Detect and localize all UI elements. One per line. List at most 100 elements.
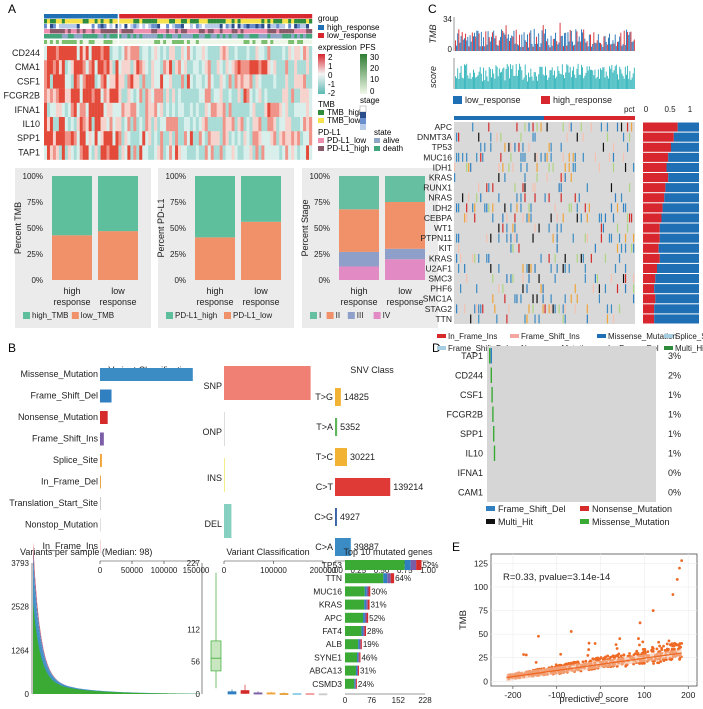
- mutation-cell: [456, 254, 457, 263]
- heatmap-cell: [151, 145, 154, 159]
- annotation-cell: [273, 29, 276, 34]
- mutation-cell: [607, 315, 608, 324]
- annotation-cell: [196, 34, 199, 39]
- mutation-cell: [545, 304, 546, 313]
- score-bar: [601, 70, 602, 89]
- heatmap-cell: [107, 145, 110, 159]
- annotation-cell: [190, 14, 193, 19]
- score-bar: [460, 73, 461, 89]
- category-label: Nonsense_Mutation: [18, 412, 98, 422]
- annotation-cell: [309, 34, 312, 39]
- heatmap-cell: [77, 89, 80, 103]
- mutation-cell: [520, 153, 521, 162]
- heatmap-cell: [115, 117, 118, 131]
- scatter-point: [678, 567, 681, 570]
- heatmap-cell: [154, 103, 157, 117]
- y-tick-label: 1264: [11, 646, 29, 655]
- annotation-cell: [160, 34, 163, 39]
- heatmap-cell: [181, 145, 184, 159]
- heatmap-cell: [104, 103, 107, 117]
- annotation-cell: [264, 29, 267, 34]
- annotation-cell: [74, 24, 77, 29]
- heatmap-cell: [160, 117, 163, 131]
- score-bar: [584, 76, 585, 89]
- annotation-cell: [264, 19, 267, 24]
- legend-pfs-gradient: [360, 54, 367, 94]
- heatmap-cell: [232, 131, 235, 145]
- category-label: SNP: [203, 381, 222, 391]
- score-bar: [583, 78, 584, 89]
- mutation-cell: [557, 264, 558, 273]
- score-bar: [629, 71, 630, 89]
- heatmap-cell: [217, 103, 220, 117]
- annotation-cell: [77, 34, 80, 39]
- bar-segment: [367, 613, 369, 623]
- legend-stage-title: stage: [360, 96, 380, 105]
- heatmap-cell: [154, 74, 157, 88]
- heatmap-cell: [184, 74, 187, 88]
- heatmap-cell: [71, 89, 74, 103]
- bar-segment: [368, 600, 370, 610]
- annotation-cell: [47, 14, 50, 19]
- heatmap-cell: [74, 46, 77, 60]
- heatmap-cell: [288, 145, 291, 159]
- annotation-cell: [59, 19, 62, 24]
- annotation-cell: [255, 19, 258, 24]
- heatmap-cell: [273, 74, 276, 88]
- heatmap-cell: [258, 89, 261, 103]
- score-bar: [518, 70, 519, 89]
- bar: [100, 454, 102, 467]
- heatmap-cell: [294, 46, 297, 60]
- annotation-cell: [246, 29, 249, 34]
- annotation-cell: [178, 14, 181, 19]
- pfs-cell: [190, 40, 193, 44]
- tmb-bar: [480, 46, 481, 51]
- pfs-cell: [211, 40, 214, 44]
- pfs-cell: [83, 40, 86, 44]
- heatmap-cell: [53, 117, 56, 131]
- pct-bar: [654, 284, 699, 293]
- score-bar: [475, 78, 476, 89]
- annotation-cell: [47, 29, 50, 34]
- x-tick-label: low: [254, 286, 268, 296]
- mutation-cell: [557, 224, 558, 233]
- heatmap-cell: [217, 60, 220, 74]
- heatmap-cell: [136, 117, 139, 131]
- score-bar: [593, 75, 594, 89]
- score-bar: [599, 79, 600, 89]
- heatmap-cell: [133, 60, 136, 74]
- annotation-cell: [101, 19, 104, 24]
- heatmap-cell: [255, 60, 258, 74]
- annotation-cell: [124, 24, 127, 29]
- heatmap-cell: [217, 145, 220, 159]
- annotation-cell: [65, 14, 68, 19]
- annotation-cell: [205, 19, 208, 24]
- mutation-cell: [534, 315, 535, 324]
- annotation-cell: [77, 24, 80, 29]
- annotation-cell: [124, 29, 127, 34]
- pfs-cell: [285, 40, 288, 44]
- tmb-bar: [532, 44, 533, 51]
- bar-segment: [98, 176, 138, 231]
- annotation-cell: [71, 29, 74, 34]
- bar-segment: [241, 176, 281, 222]
- annotation-cell: [309, 14, 312, 19]
- mutation-cell: [573, 153, 574, 162]
- x-tick-label: high: [350, 286, 367, 296]
- heatmap-cell: [220, 145, 223, 159]
- tmb-bar: [510, 38, 511, 51]
- heatmap-cell: [196, 103, 199, 117]
- annotation-cell: [160, 14, 163, 19]
- mutation-cell: [536, 163, 537, 172]
- score-bar: [570, 67, 571, 89]
- annotation-cell: [244, 29, 247, 34]
- legend-swatch: [510, 334, 519, 338]
- heatmap-cell: [124, 145, 127, 159]
- annotation-cell: [238, 14, 241, 19]
- annotation-cell: [68, 34, 71, 39]
- mutation-cell: [571, 203, 572, 212]
- mutation-cell: [551, 143, 552, 152]
- mutation-cell: [464, 264, 465, 273]
- legend-expr-tick: 2: [328, 53, 333, 62]
- gene-label: MUC16: [313, 586, 342, 596]
